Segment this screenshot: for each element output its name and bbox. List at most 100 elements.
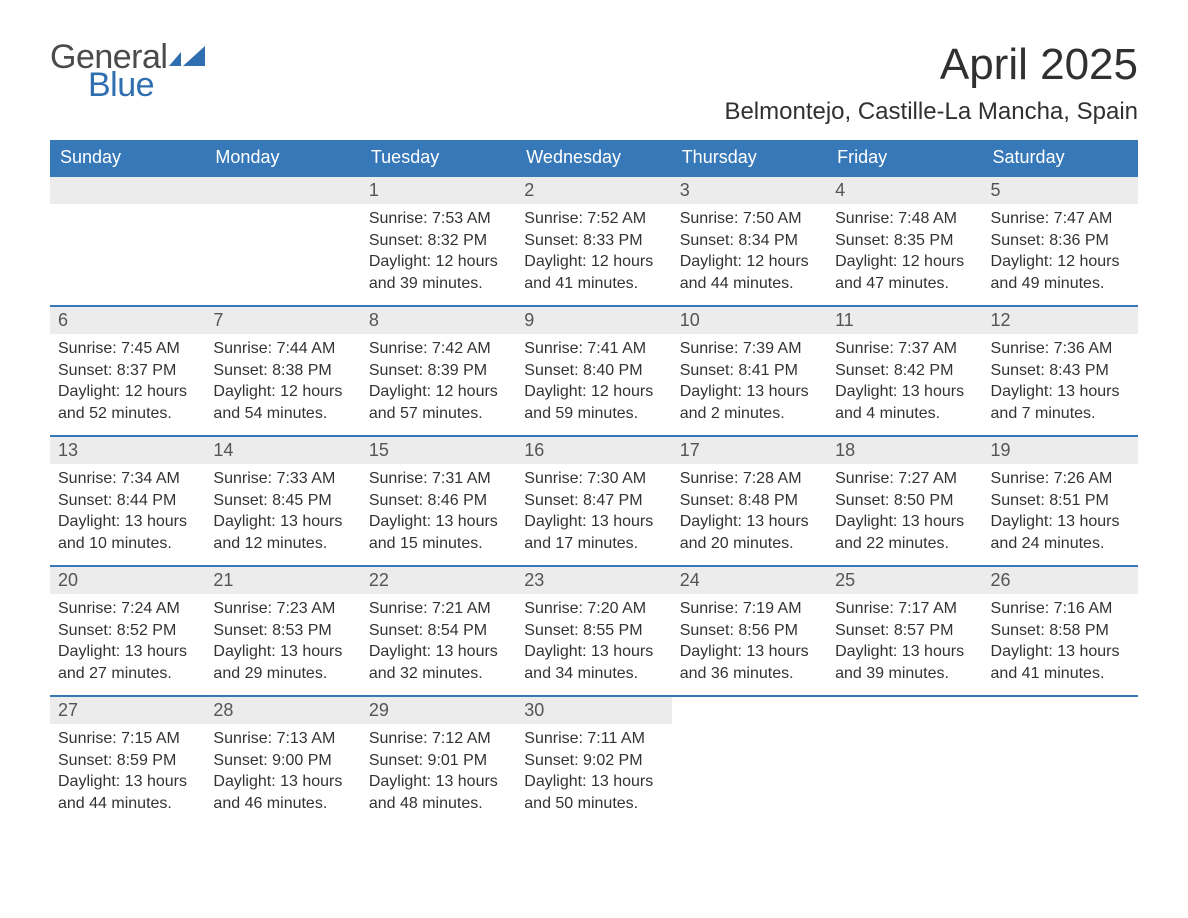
- day-details: Sunrise: 7:53 AMSunset: 8:32 PMDaylight:…: [361, 204, 516, 294]
- day-number: 4: [827, 177, 982, 204]
- daylight-line: Daylight: 13 hours and 10 minutes.: [58, 511, 197, 554]
- day-details: Sunrise: 7:27 AMSunset: 8:50 PMDaylight:…: [827, 464, 982, 554]
- daylight-line: Daylight: 13 hours and 17 minutes.: [524, 511, 663, 554]
- sunrise-line: Sunrise: 7:30 AM: [524, 468, 663, 490]
- calendar-day-cell: 16 Sunrise: 7:30 AMSunset: 8:47 PMDayligh…: [516, 437, 671, 565]
- calendar-day-cell: 8Sunrise: 7:42 AMSunset: 8:39 PMDaylight…: [361, 307, 516, 435]
- sunrise-line: Sunrise: 7:36 AM: [991, 338, 1130, 360]
- sunrise-line: Sunrise: 7:16 AM: [991, 598, 1130, 620]
- daylight-line: Daylight: 13 hours and 22 minutes.: [835, 511, 974, 554]
- day-details: Sunrise: 7:37 AMSunset: 8:42 PMDaylight:…: [827, 334, 982, 424]
- day-number: 23: [516, 567, 671, 594]
- day-number: 10: [672, 307, 827, 334]
- sunset-line: Sunset: 8:47 PM: [524, 490, 663, 512]
- day-number: 1: [361, 177, 516, 204]
- calendar-day-cell: 11Sunrise: 7:37 AMSunset: 8:42 PMDayligh…: [827, 307, 982, 435]
- page-title: April 2025: [724, 40, 1138, 90]
- sunrise-line: Sunrise: 7:42 AM: [369, 338, 508, 360]
- sunset-line: Sunset: 9:02 PM: [524, 750, 663, 772]
- day-number: 20: [50, 567, 205, 594]
- day-details: Sunrise: 7:31 AMSunset: 8:46 PMDaylight:…: [361, 464, 516, 554]
- calendar-day-cell: 30Sunrise: 7:11 AMSunset: 9:02 PMDayligh…: [516, 697, 671, 825]
- day-details: Sunrise: 7:24 AMSunset: 8:52 PMDaylight:…: [50, 594, 205, 684]
- day-number: 14: [205, 437, 360, 464]
- calendar-day-cell: 2Sunrise: 7:52 AMSunset: 8:33 PMDaylight…: [516, 177, 671, 305]
- calendar-day-cell: 15Sunrise: 7:31 AMSunset: 8:46 PMDayligh…: [361, 437, 516, 565]
- day-number: 17: [672, 437, 827, 464]
- weekday-header: Wednesday: [516, 140, 671, 175]
- day-details: Sunrise: 7:11 AMSunset: 9:02 PMDaylight:…: [516, 724, 671, 814]
- day-number: 13: [50, 437, 205, 464]
- day-details: Sunrise: 7:41 AMSunset: 8:40 PMDaylight:…: [516, 334, 671, 424]
- day-details: Sunrise: 7:52 AMSunset: 8:33 PMDaylight:…: [516, 204, 671, 294]
- day-details: Sunrise: 7:20 AMSunset: 8:55 PMDaylight:…: [516, 594, 671, 684]
- daylight-line: Daylight: 13 hours and 46 minutes.: [213, 771, 352, 814]
- sunset-line: Sunset: 8:32 PM: [369, 230, 508, 252]
- daylight-line: Daylight: 12 hours and 47 minutes.: [835, 251, 974, 294]
- sunrise-line: Sunrise: 7:37 AM: [835, 338, 974, 360]
- daylight-line: Daylight: 13 hours and 20 minutes.: [680, 511, 819, 554]
- sunrise-line: Sunrise: 7:31 AM: [369, 468, 508, 490]
- day-number: 3: [672, 177, 827, 204]
- empty-day-strip: [205, 177, 360, 204]
- sunrise-line: Sunrise: 7:34 AM: [58, 468, 197, 490]
- day-details: Sunrise: 7:21 AMSunset: 8:54 PMDaylight:…: [361, 594, 516, 684]
- sunrise-line: Sunrise: 7:53 AM: [369, 208, 508, 230]
- sunrise-line: Sunrise: 7:33 AM: [213, 468, 352, 490]
- calendar-day-cell: 26Sunrise: 7:16 AMSunset: 8:58 PMDayligh…: [983, 567, 1138, 695]
- daylight-line: Daylight: 13 hours and 2 minutes.: [680, 381, 819, 424]
- sunset-line: Sunset: 8:44 PM: [58, 490, 197, 512]
- day-details: Sunrise: 7:12 AMSunset: 9:01 PMDaylight:…: [361, 724, 516, 814]
- calendar-day-cell: 20Sunrise: 7:24 AMSunset: 8:52 PMDayligh…: [50, 567, 205, 695]
- sunrise-line: Sunrise: 7:50 AM: [680, 208, 819, 230]
- sunrise-line: Sunrise: 7:21 AM: [369, 598, 508, 620]
- day-details: Sunrise: 7:16 AMSunset: 8:58 PMDaylight:…: [983, 594, 1138, 684]
- daylight-line: Daylight: 12 hours and 59 minutes.: [524, 381, 663, 424]
- calendar-grid: SundayMondayTuesdayWednesdayThursdayFrid…: [50, 140, 1138, 825]
- sunset-line: Sunset: 9:01 PM: [369, 750, 508, 772]
- sunrise-line: Sunrise: 7:48 AM: [835, 208, 974, 230]
- day-number: 25: [827, 567, 982, 594]
- sunrise-line: Sunrise: 7:15 AM: [58, 728, 197, 750]
- day-details: Sunrise: 7:36 AMSunset: 8:43 PMDaylight:…: [983, 334, 1138, 424]
- sunrise-line: Sunrise: 7:23 AM: [213, 598, 352, 620]
- calendar-day-cell: [983, 697, 1138, 825]
- sunset-line: Sunset: 8:39 PM: [369, 360, 508, 382]
- sunset-line: Sunset: 8:36 PM: [991, 230, 1130, 252]
- day-details: Sunrise: 7:47 AMSunset: 8:36 PMDaylight:…: [983, 204, 1138, 294]
- daylight-line: Daylight: 12 hours and 52 minutes.: [58, 381, 197, 424]
- day-number: 18: [827, 437, 982, 464]
- daylight-line: Daylight: 13 hours and 41 minutes.: [991, 641, 1130, 684]
- brand-line2: Blue: [88, 68, 205, 102]
- sunrise-line: Sunrise: 7:44 AM: [213, 338, 352, 360]
- calendar-day-cell: 7Sunrise: 7:44 AMSunset: 8:38 PMDaylight…: [205, 307, 360, 435]
- calendar-week-row: 6Sunrise: 7:45 AMSunset: 8:37 PMDaylight…: [50, 305, 1138, 435]
- sunrise-line: Sunrise: 7:28 AM: [680, 468, 819, 490]
- day-number: 5: [983, 177, 1138, 204]
- sunset-line: Sunset: 8:35 PM: [835, 230, 974, 252]
- daylight-line: Daylight: 13 hours and 34 minutes.: [524, 641, 663, 684]
- calendar-day-cell: 28Sunrise: 7:13 AMSunset: 9:00 PMDayligh…: [205, 697, 360, 825]
- day-number: 16: [516, 437, 671, 464]
- sunrise-line: Sunrise: 7:11 AM: [524, 728, 663, 750]
- day-number: 27: [50, 697, 205, 724]
- sunset-line: Sunset: 8:53 PM: [213, 620, 352, 642]
- daylight-line: Daylight: 13 hours and 50 minutes.: [524, 771, 663, 814]
- weekday-header: Sunday: [50, 140, 205, 175]
- sunset-line: Sunset: 8:56 PM: [680, 620, 819, 642]
- sunset-line: Sunset: 8:46 PM: [369, 490, 508, 512]
- day-details: Sunrise: 7:45 AMSunset: 8:37 PMDaylight:…: [50, 334, 205, 424]
- sunset-line: Sunset: 9:00 PM: [213, 750, 352, 772]
- calendar-day-cell: [205, 177, 360, 305]
- day-number: 2: [516, 177, 671, 204]
- calendar-day-cell: [50, 177, 205, 305]
- day-number: 29: [361, 697, 516, 724]
- sunset-line: Sunset: 8:54 PM: [369, 620, 508, 642]
- sunset-line: Sunset: 8:50 PM: [835, 490, 974, 512]
- day-details: Sunrise: 7:33 AMSunset: 8:45 PMDaylight:…: [205, 464, 360, 554]
- sunrise-line: Sunrise: 7:47 AM: [991, 208, 1130, 230]
- sunset-line: Sunset: 8:34 PM: [680, 230, 819, 252]
- calendar-day-cell: 6Sunrise: 7:45 AMSunset: 8:37 PMDaylight…: [50, 307, 205, 435]
- daylight-line: Daylight: 12 hours and 39 minutes.: [369, 251, 508, 294]
- daylight-line: Daylight: 13 hours and 48 minutes.: [369, 771, 508, 814]
